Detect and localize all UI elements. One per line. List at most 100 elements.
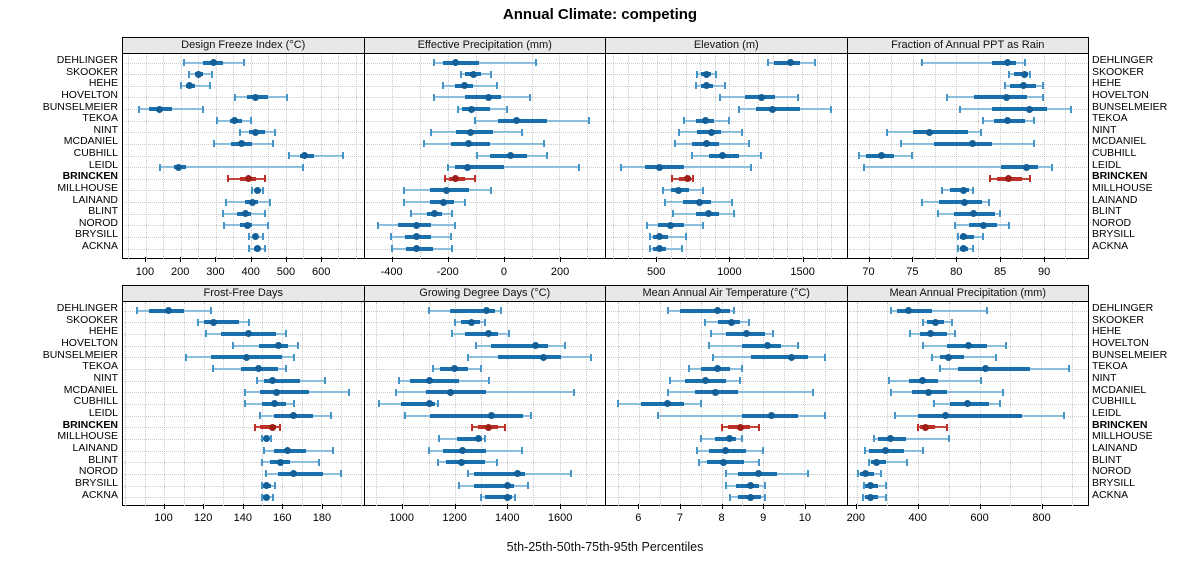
- x-axis-tick-label: 0: [500, 266, 507, 278]
- percentile-whisker-leidl: [621, 166, 752, 169]
- x-axis-tick: [163, 503, 165, 509]
- whisker-end-cap: [1007, 221, 1010, 229]
- x-axis-tick: [144, 256, 146, 262]
- median-dot: [231, 117, 239, 125]
- whisker-end-cap: [324, 377, 327, 384]
- interquartile-bar: [260, 425, 277, 430]
- percentile-whisker-blint: [869, 461, 908, 464]
- gridline-vertical: [481, 302, 482, 506]
- median-dot: [702, 140, 710, 148]
- x-axis-tick: [321, 256, 323, 262]
- whisker-end-cap: [757, 423, 760, 431]
- whisker-end-cap: [563, 342, 566, 349]
- median-dot: [194, 70, 202, 78]
- interquartile-bar: [457, 436, 483, 441]
- whisker-end-cap: [696, 70, 699, 78]
- x-axis-tick-label: 1000: [717, 266, 742, 278]
- station-label-lainand: LAINAND: [1092, 193, 1138, 206]
- whisker-end-cap: [242, 59, 245, 66]
- median-dot: [485, 423, 493, 431]
- x-axis-tick: [656, 256, 658, 262]
- median-dot: [707, 128, 715, 136]
- median-dot: [667, 221, 675, 229]
- whisker-end-cap: [226, 175, 229, 183]
- percentile-whisker-leidl: [159, 166, 304, 169]
- median-dot: [1020, 70, 1028, 78]
- whisker-end-cap: [436, 458, 439, 466]
- whisker-end-cap: [872, 435, 875, 443]
- gridline-vertical: [301, 302, 303, 506]
- whisker-end-cap: [259, 412, 262, 419]
- whisker-end-cap: [474, 342, 477, 349]
- median-dot: [175, 163, 183, 171]
- whisker-end-cap: [202, 105, 205, 113]
- whisker-end-cap: [663, 198, 666, 206]
- median-dot: [465, 140, 473, 148]
- whisker-end-cap: [823, 353, 826, 361]
- whisker-end-cap: [673, 140, 676, 148]
- x-axis-tick-label: 90: [1037, 266, 1051, 278]
- x-axis-tick: [203, 503, 205, 509]
- percentile-whisker-dehlinger: [890, 309, 988, 312]
- whisker-end-cap: [211, 70, 214, 78]
- interquartile-bar: [992, 107, 1047, 111]
- whisker-end-cap: [958, 105, 961, 113]
- whisker-end-cap: [545, 152, 548, 159]
- row-guide-line: [124, 473, 363, 475]
- whisker-end-cap: [814, 59, 816, 66]
- median-dot: [284, 447, 292, 454]
- row-guide-line: [365, 403, 604, 405]
- interquartile-bar: [755, 107, 800, 111]
- row-guide-line: [124, 155, 363, 157]
- gridline-vertical: [742, 302, 744, 506]
- whisker-end-cap: [466, 353, 469, 361]
- whisker-end-cap: [932, 400, 935, 408]
- whisker-end-cap: [288, 152, 291, 159]
- whisker-end-cap: [917, 423, 920, 431]
- panel-title: Mean Annual Precipitation (mm): [847, 286, 1088, 302]
- row-guide-line: [124, 392, 363, 394]
- whisker-end-cap: [261, 482, 264, 490]
- whisker-end-cap: [268, 198, 271, 206]
- whisker-end-cap: [656, 412, 659, 419]
- x-axis-tick-label: 160: [273, 512, 292, 524]
- percentile-whisker-blint: [262, 461, 320, 464]
- panel-elevation-m: Elevation (m): [605, 37, 848, 259]
- percentile-whisker-leidl: [657, 414, 825, 417]
- interquartile-bar: [918, 413, 1023, 418]
- whisker-end-cap: [957, 245, 960, 252]
- interquartile-bar: [456, 130, 493, 135]
- whisker-end-cap: [857, 152, 860, 159]
- whisker-end-cap: [884, 493, 887, 501]
- whisker-end-cap: [1063, 412, 1065, 419]
- whisker-end-cap: [1028, 175, 1031, 183]
- whisker-end-cap: [695, 82, 697, 90]
- whisker-end-cap: [692, 175, 695, 183]
- median-dot: [412, 221, 420, 229]
- station-label-blint: BLINT: [1092, 453, 1122, 466]
- x-axis-tick: [391, 256, 393, 262]
- median-dot: [484, 93, 492, 101]
- x-axis-tick-label: 1000: [389, 512, 415, 524]
- gridline-vertical: [856, 302, 858, 506]
- median-dot: [185, 82, 193, 90]
- panel-title: Mean Annual Air Temperature (°C): [606, 286, 847, 302]
- whisker-end-cap: [700, 400, 702, 408]
- whisker-end-cap: [433, 93, 436, 101]
- whisker-end-cap: [454, 221, 456, 229]
- station-label-hehe: HEHE: [1092, 325, 1122, 338]
- station-label-millhouse: MILLHOUSE: [1092, 430, 1153, 443]
- whisker-end-cap: [239, 128, 242, 136]
- whisker-end-cap: [255, 377, 258, 384]
- row-guide-line: [848, 438, 1087, 440]
- gridline-vertical: [1040, 302, 1042, 506]
- whisker-end-cap: [261, 435, 264, 443]
- row-guide-line: [607, 62, 846, 64]
- gridline-vertical: [887, 302, 889, 506]
- whisker-end-cap: [529, 93, 532, 101]
- whisker-end-cap: [483, 318, 486, 326]
- station-label-lainand: LAINAND: [72, 193, 118, 206]
- whisker-end-cap: [861, 493, 864, 501]
- whisker-end-cap: [272, 493, 275, 501]
- whisker-end-cap: [741, 365, 744, 373]
